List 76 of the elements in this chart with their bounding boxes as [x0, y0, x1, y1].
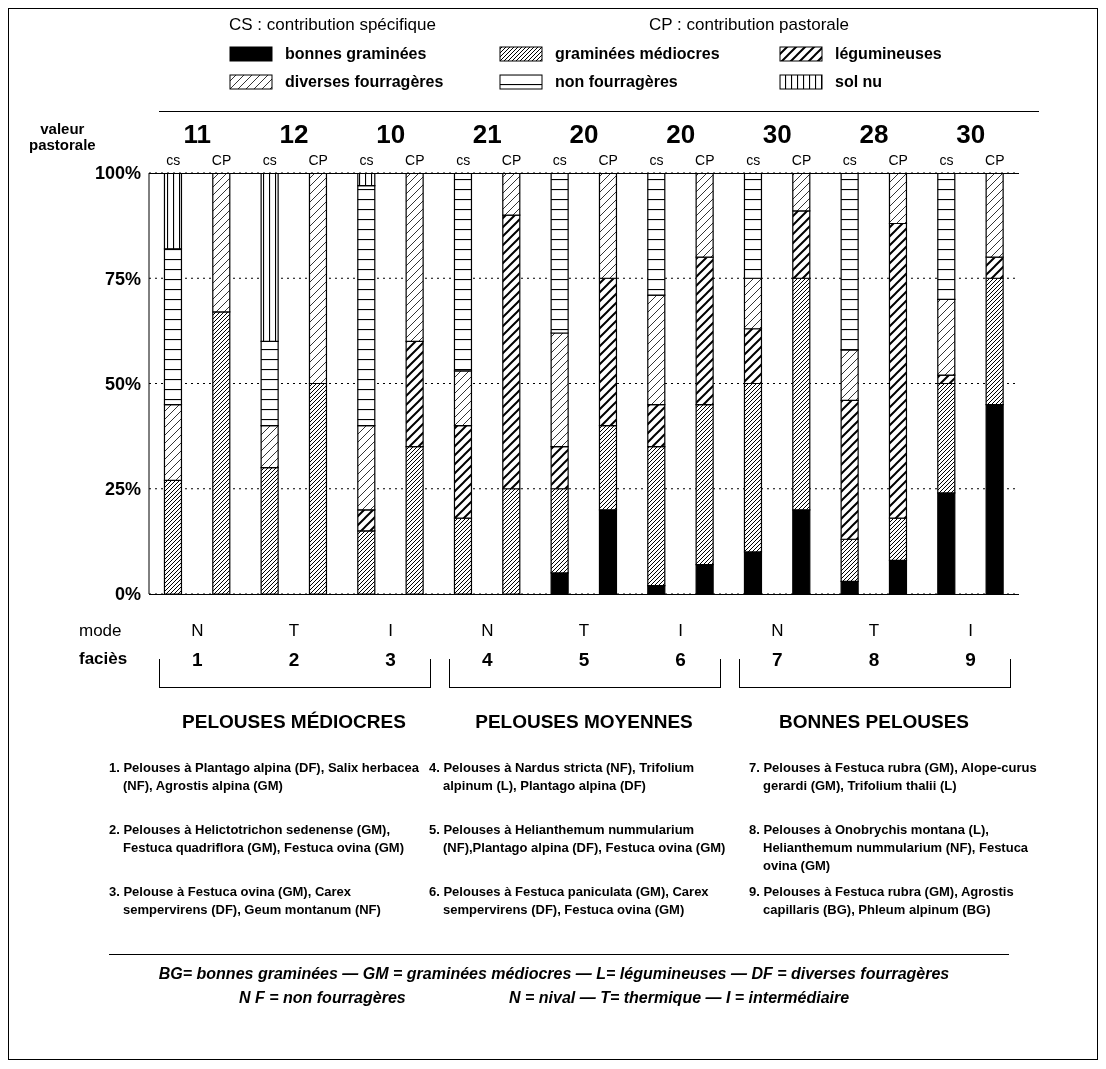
text: 7	[772, 649, 783, 671]
x-tick-label: cs	[649, 152, 664, 168]
text: valeur pastorale	[29, 120, 96, 153]
x-tick-label: CP	[405, 152, 425, 168]
x-tick-label: CP	[695, 152, 715, 168]
text: T	[868, 621, 880, 641]
legend-label: diverses fourragères	[285, 73, 444, 91]
text: 30	[762, 119, 792, 150]
text: T	[288, 621, 300, 641]
legend-label: sol nu	[835, 73, 883, 91]
text: N	[771, 621, 784, 641]
legend-label: légumineuses	[835, 45, 942, 63]
text: 8	[868, 649, 880, 671]
text: PELOUSES MÉDIOCRES	[182, 711, 406, 733]
text: 30	[956, 119, 986, 150]
y-tick-label: 75%	[104, 268, 141, 289]
text: 6	[675, 649, 686, 671]
x-tick-label: cs	[166, 152, 181, 168]
y-tick-label: 50%	[104, 373, 141, 394]
text: 9	[965, 649, 976, 671]
y-tick-label: 25%	[104, 479, 141, 500]
text: N = nival — T= thermique — I = intermédiaire	[509, 989, 850, 1007]
text: 3. Pelouse à Festuca ovina (GM), Carex sempervirens (DF), Geum montanum (NF)	[109, 883, 382, 919]
x-tick-label: cs	[262, 152, 277, 168]
text: 20	[569, 119, 599, 150]
legend-label: graminées médiocres	[555, 45, 720, 63]
x-tick-label: cs	[939, 152, 954, 168]
y-tick-label: 100%	[94, 163, 141, 184]
text: 12	[279, 119, 309, 150]
text: 1	[192, 649, 203, 671]
text: 8. Pelouses à Onobrychis montana (L), Helianthemum nummularium (NF), Festuca ovina (GM)	[749, 821, 1030, 875]
text: 5	[578, 649, 590, 671]
x-tick-label: cs	[552, 152, 567, 168]
text: 6. Pelouses à Festuca paniculata (GM), Carex sempervirens (DF), Festuca ovina (GM)	[429, 883, 710, 919]
legend-label: bonnes graminées	[285, 45, 427, 63]
text: N	[481, 621, 494, 641]
x-tick-label: CP	[888, 152, 908, 168]
text: CS : contribution spécifique	[229, 15, 436, 35]
text: N	[191, 621, 204, 641]
x-tick-label: CP	[598, 152, 618, 168]
x-tick-label: CP	[211, 152, 232, 168]
text: BG= bonnes graminées — GM = graminées médiocres — L= légumineuses — DF = diverses fourragères	[158, 965, 950, 983]
y-tick-label: 0%	[114, 584, 141, 605]
text: BONNES PELOUSES	[778, 711, 970, 733]
text: N F = non fourragères	[239, 989, 406, 1007]
text: PELOUSES MOYENNES	[475, 711, 693, 733]
x-tick-label: CP	[985, 152, 1005, 168]
text: 11	[183, 119, 212, 150]
x-tick-label: CP	[308, 152, 328, 168]
text: 5. Pelouses à Helianthemum nummularium (NF),Plantago alpina (DF), Festuca ovina (GM)	[429, 821, 727, 857]
x-tick-label: cs	[746, 152, 761, 168]
x-tick-label: cs	[842, 152, 857, 168]
text: 1. Pelouses à Plantago alpina (DF), Salix herbacea (NF), Agrostis alpina (GM)	[109, 759, 420, 795]
x-tick-label: cs	[456, 152, 471, 168]
text: I	[968, 621, 974, 641]
text: 3	[385, 649, 396, 671]
legend-label: non fourragères	[555, 73, 678, 91]
text: 28	[859, 119, 889, 150]
x-tick-label: cs	[359, 152, 374, 168]
x-tick-label: CP	[791, 152, 812, 168]
text: 21	[472, 119, 502, 150]
text: 2. Pelouses à Helictotrichon sedenense (GM), Festuca quadriflora (GM), Festuca ovina (GM)	[109, 821, 405, 857]
text: 10	[376, 119, 406, 150]
text: 4. Pelouses à Nardus stricta (NF), Trifolium alpinum (L), Plantago alpina (DF)	[429, 759, 696, 795]
text: I	[678, 621, 684, 641]
text: 2	[288, 649, 300, 671]
text: mode	[79, 621, 122, 641]
text: 9. Pelouses à Festuca rubra (GM), Agrostis capillaris (BG), Phleum alpinum (BG)	[749, 883, 1015, 919]
text: 20	[666, 119, 696, 150]
text: CP : contribution pastorale	[649, 15, 850, 35]
x-tick-label: CP	[501, 152, 522, 168]
text: I	[388, 621, 394, 641]
text: faciès	[79, 649, 128, 669]
text: 7. Pelouses à Festuca rubra (GM), Alope-curus gerardi (GM), Trifolium thalii (L)	[749, 759, 1038, 795]
text: 4	[482, 649, 493, 671]
text: T	[578, 621, 590, 641]
